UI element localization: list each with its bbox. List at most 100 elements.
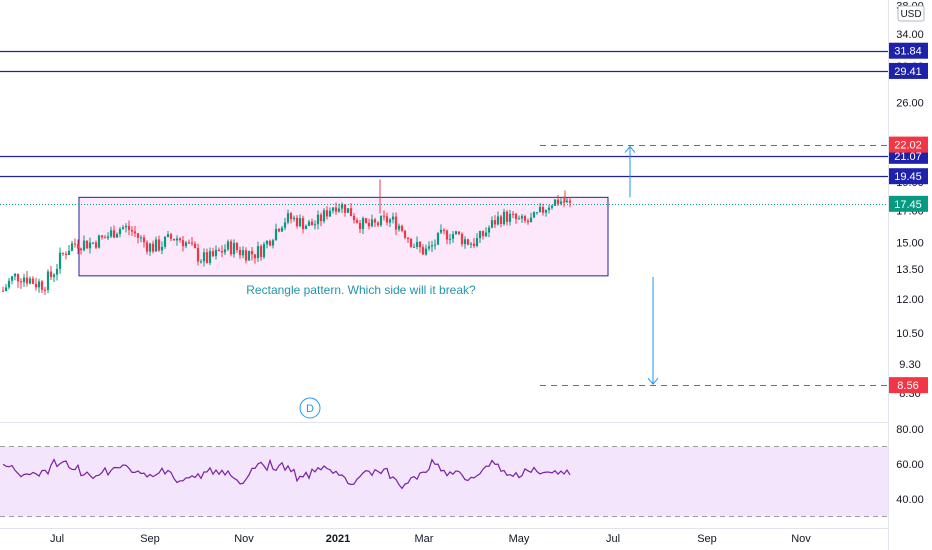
time-tick-label: Jul: [50, 533, 64, 545]
candle-body: [199, 261, 203, 263]
candle-body: [142, 237, 146, 243]
projection-arrows[interactable]: [624, 145, 659, 385]
target-badge: [889, 136, 928, 153]
candle-body: [232, 242, 236, 255]
candle-body: [208, 251, 212, 263]
target-badge: [889, 377, 928, 394]
rsi-band: [0, 446, 888, 517]
candle-body: [130, 230, 134, 232]
time-axis[interactable]: Jul Sep Nov 2021 Mar May Jul Sep Nov: [50, 533, 811, 545]
candle-body: [295, 217, 299, 227]
candle-body: [433, 244, 437, 246]
price-tick-label: 15.00: [896, 237, 924, 249]
candle-body: [82, 240, 86, 251]
time-tick-label: Nov: [234, 533, 254, 545]
candle-body: [49, 271, 53, 277]
candle-body: [46, 271, 50, 290]
candle-body: [382, 215, 386, 217]
candle-body: [448, 238, 452, 240]
candle-body: [1, 290, 5, 292]
candle-body: [196, 248, 200, 262]
candle-body: [277, 228, 281, 232]
candle-body: [487, 227, 491, 233]
candle-body: [85, 240, 89, 249]
rectangle-box[interactable]: [78, 196, 609, 277]
candle-body: [25, 277, 29, 284]
candle-body: [226, 241, 230, 250]
currency-box[interactable]: [897, 5, 925, 22]
dividend-marker-circle[interactable]: [299, 397, 321, 419]
candle-body: [403, 230, 407, 238]
down-arrow-head: [647, 377, 659, 385]
candle-body: [340, 204, 344, 209]
candle-body: [307, 221, 311, 226]
candle-body: [52, 274, 56, 277]
candle-body: [481, 231, 485, 237]
candle-body: [397, 225, 401, 230]
candle-body: [169, 234, 173, 239]
candle-body: [379, 215, 383, 226]
rsi-pane: [0, 446, 888, 517]
last-price-badge-label: 17.45: [894, 199, 922, 211]
candle-body: [439, 229, 443, 233]
candle-body: [529, 217, 533, 223]
candle-body: [454, 231, 458, 235]
candle-body: [211, 251, 215, 257]
candle-body: [154, 239, 158, 252]
candle-body: [316, 214, 320, 225]
candle-body: [91, 242, 95, 244]
price-tick-label: 10.50: [896, 328, 924, 340]
candle-body: [127, 225, 131, 231]
price-axis[interactable]: 38.0034.0030.0026.0022.0019.0017.0015.00…: [889, 1, 928, 506]
candle-body: [253, 254, 257, 259]
candle-body: [544, 209, 548, 213]
candle-body: [184, 242, 188, 247]
candle-body: [547, 207, 551, 210]
candle-body: [181, 240, 185, 247]
time-tick-label: May: [509, 533, 530, 545]
candle-body: [76, 244, 80, 249]
candle-body: [136, 233, 140, 238]
candle-body: [55, 268, 59, 275]
candle-body: [79, 248, 83, 251]
candle-body: [220, 250, 224, 253]
price-tick-label: 34.00: [896, 29, 924, 41]
candle-body: [4, 287, 8, 291]
candle-body: [103, 237, 107, 239]
candle-body: [223, 249, 227, 253]
candle-body: [502, 211, 506, 225]
candle-body: [436, 232, 440, 245]
candle-body: [538, 206, 542, 213]
rectangle-pattern[interactable]: [78, 196, 609, 277]
candle-body: [139, 237, 143, 239]
level-badge: [889, 168, 928, 185]
candle-body: [322, 210, 326, 222]
last-price-badge: [889, 195, 928, 212]
candle-body: [268, 240, 272, 246]
level-badge-label: 21.07: [894, 151, 922, 163]
candle-body: [280, 227, 284, 232]
level-badge-label: 29.41: [894, 66, 922, 78]
candle-body: [355, 220, 359, 223]
candle-body: [151, 243, 155, 252]
candle-body: [499, 216, 503, 225]
price-tick-label: 12.00: [896, 294, 924, 306]
dividend-marker-label: D: [306, 403, 314, 415]
candle-body: [553, 199, 557, 206]
candle-body: [376, 222, 380, 226]
candle-body: [115, 234, 119, 238]
candle-body: [412, 246, 416, 248]
price-tick-label: 13.50: [896, 264, 924, 276]
candle-body: [535, 212, 539, 214]
candle-body: [373, 219, 377, 223]
candle-body: [19, 281, 23, 283]
candle-body: [550, 205, 554, 208]
candle-body: [466, 239, 470, 245]
candle-body: [205, 252, 209, 263]
candle-body: [145, 242, 149, 252]
candle-body: [67, 250, 71, 256]
candle-body: [400, 225, 404, 231]
horizontal-lines[interactable]: [0, 50, 888, 386]
